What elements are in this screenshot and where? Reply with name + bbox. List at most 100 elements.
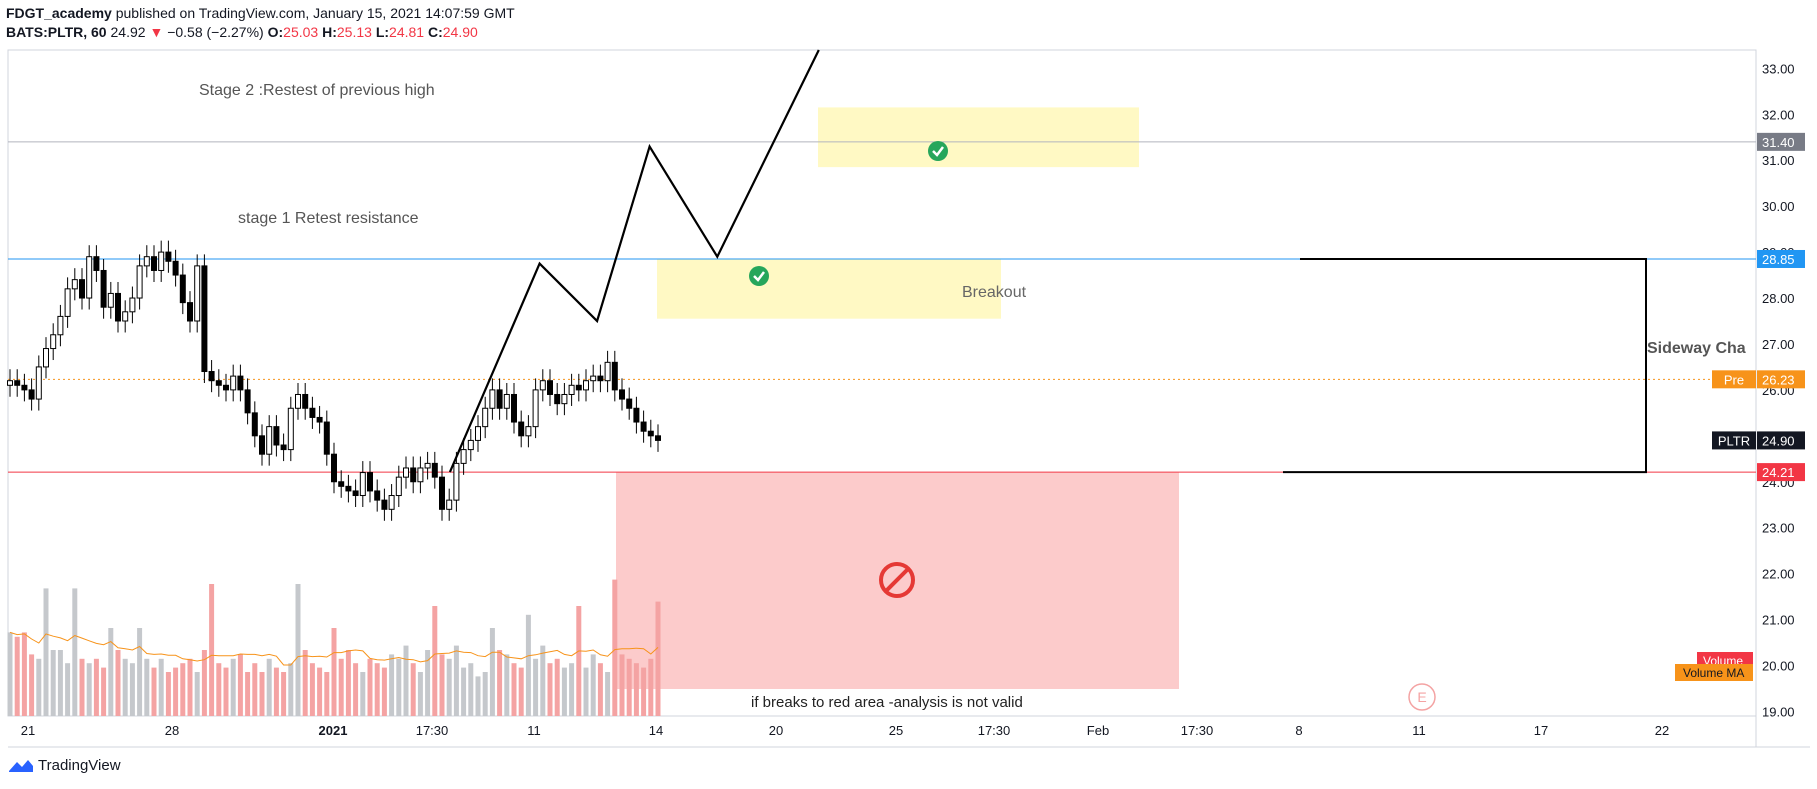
publish-line: FDGT_academy published on TradingView.co… xyxy=(6,4,515,23)
volume-bar xyxy=(554,658,560,716)
price-tick: 22.00 xyxy=(1762,567,1795,582)
volume-bar xyxy=(223,667,229,716)
volume-bar xyxy=(288,663,294,716)
price-label-box xyxy=(1757,370,1805,389)
volume-bar xyxy=(338,658,344,716)
candle-body xyxy=(619,389,625,400)
check-icon-stage2-mark xyxy=(932,146,944,157)
volume-bar xyxy=(569,663,575,716)
time-tick: 28 xyxy=(165,723,179,738)
volume-bar xyxy=(439,654,445,716)
volume-bar xyxy=(605,672,611,716)
candle-body xyxy=(367,472,373,492)
price-change: −0.58 (−2.27%) xyxy=(167,24,264,40)
check-icon-stage1-mark xyxy=(753,271,765,282)
volume-bar xyxy=(475,676,481,716)
volume-bar xyxy=(612,579,618,716)
volume-bar xyxy=(511,663,517,716)
volume-bar xyxy=(137,628,143,716)
sideway-channel xyxy=(1283,257,1647,474)
candle-body xyxy=(57,315,64,336)
candle-body xyxy=(410,467,417,483)
author-name[interactable]: FDGT_academy xyxy=(6,5,112,21)
candle-body xyxy=(86,256,93,299)
volume-bar xyxy=(201,650,207,716)
candle-body xyxy=(453,462,460,501)
candle-body xyxy=(208,371,215,382)
volume-bar xyxy=(389,654,395,716)
earnings-event-label[interactable]: E xyxy=(1417,689,1426,705)
candle-body xyxy=(21,384,28,391)
candle-body xyxy=(323,421,330,455)
candle-body xyxy=(568,384,575,395)
price-tick: 31.00 xyxy=(1762,153,1795,168)
time-tick: 17 xyxy=(1534,723,1548,738)
volume-bar xyxy=(403,645,409,716)
volume-bar xyxy=(245,672,251,716)
time-tick: 11 xyxy=(1412,723,1426,738)
candle-body xyxy=(575,384,582,391)
candle-body xyxy=(244,389,251,414)
volume-bar xyxy=(7,632,13,716)
time-tick: 20 xyxy=(769,723,783,738)
price-label-prefix: PLTR xyxy=(1718,433,1750,448)
candle-body xyxy=(71,279,78,290)
tradingview-brand: TradingView xyxy=(38,757,121,774)
volume-bar xyxy=(367,658,373,716)
volume-bar xyxy=(396,658,402,716)
candle-body xyxy=(14,380,21,386)
candle-body xyxy=(100,269,107,308)
candle-body xyxy=(50,334,57,350)
candle-body xyxy=(158,251,165,271)
annotation-stage1: stage 1 Retest resistance xyxy=(238,210,419,227)
candle-body xyxy=(467,439,474,451)
price-tick: 27.00 xyxy=(1762,337,1795,352)
volume-bar xyxy=(626,658,632,716)
volume-bar xyxy=(482,672,488,716)
volume-bar xyxy=(619,654,625,716)
volume-bar xyxy=(432,606,438,716)
price-label-text: 31.40 xyxy=(1762,135,1795,150)
tradingview-footer[interactable]: TradingView xyxy=(8,757,121,774)
candle-body xyxy=(309,407,316,418)
candle-body xyxy=(511,393,517,423)
volume-bar xyxy=(353,663,359,716)
price-label-text: 24.21 xyxy=(1762,465,1795,480)
candle-body xyxy=(640,421,647,432)
candle-body xyxy=(633,407,640,423)
volume-bar xyxy=(533,658,539,716)
volume-bar xyxy=(144,658,150,716)
annotation-sideway: Sideway Cha xyxy=(1647,340,1746,357)
candle-body xyxy=(374,490,381,501)
open-value: 25.03 xyxy=(283,24,319,40)
volume-bar xyxy=(504,654,510,716)
candle-body xyxy=(503,393,510,409)
volume-bar xyxy=(360,672,366,716)
candle-body xyxy=(259,435,265,455)
volume-bar xyxy=(453,645,459,716)
volume-bar xyxy=(43,588,49,716)
candle-body xyxy=(561,393,568,405)
close-value: 24.90 xyxy=(442,24,478,40)
candle-body xyxy=(417,467,424,483)
candle-body xyxy=(554,393,561,405)
candle-body xyxy=(280,444,287,451)
volume-bar xyxy=(518,667,524,716)
earnings-event-icon[interactable] xyxy=(1408,683,1436,711)
candle-body xyxy=(295,393,301,409)
volume-bar xyxy=(72,588,78,716)
volume-bar xyxy=(79,658,85,716)
volume-bar xyxy=(633,663,639,716)
volume-bar xyxy=(497,650,503,716)
volume-bar xyxy=(446,658,452,716)
price-label-prefix: Pre xyxy=(1724,372,1744,387)
no-entry-icon xyxy=(879,562,915,598)
volume-bar xyxy=(641,667,647,716)
low-label: L: xyxy=(375,24,390,40)
candle-body xyxy=(115,292,121,322)
candle-body xyxy=(539,380,546,391)
close-label: C: xyxy=(427,24,443,40)
volume-bar xyxy=(525,614,531,716)
publish-info: published on TradingView.com, January 15… xyxy=(115,5,515,21)
